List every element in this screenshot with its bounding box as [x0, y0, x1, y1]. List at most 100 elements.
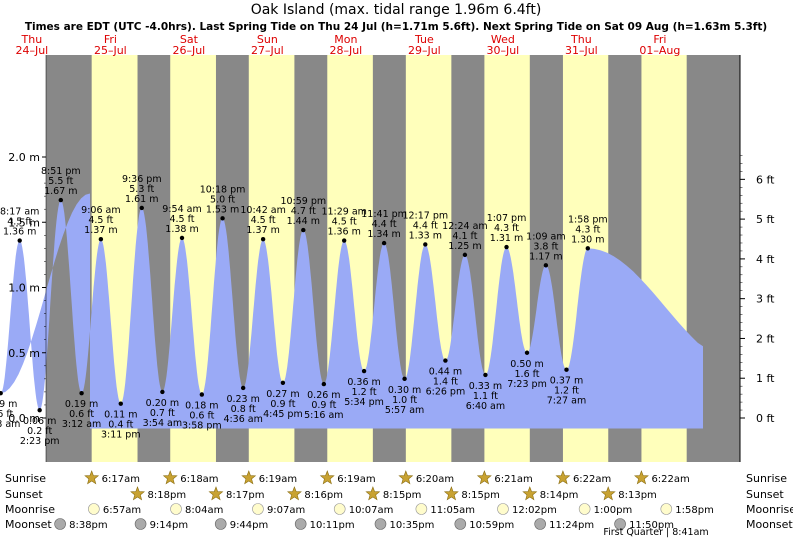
tide-ft-label: 4.3 ft — [575, 224, 600, 235]
sunset-time: 8:16pm — [304, 490, 343, 501]
tide-point — [524, 350, 530, 355]
tide-m-label: 1.53 m — [206, 204, 239, 215]
tide-ft-label: 5.5 ft — [48, 176, 73, 187]
tide-m-label: 1.36 m — [327, 227, 360, 238]
tide-time-label: 6:40 am — [466, 401, 505, 412]
moonset-icon — [54, 518, 66, 530]
tide-ft-label: 1.6 ft — [515, 369, 540, 380]
moonrise-time: 6:57am — [103, 505, 141, 516]
tide-m-label: 0.33 m — [469, 381, 502, 392]
tide-point — [240, 385, 246, 391]
sunrise-time: 6:20am — [416, 474, 454, 485]
sunrise-icon — [319, 470, 335, 485]
tide-time-label: 3:12 am — [62, 419, 101, 430]
tide-point — [301, 227, 306, 233]
day-date: 25–Jul — [94, 44, 127, 57]
tide-ft-label: 4.5 ft — [169, 214, 194, 225]
tide-labels: 0.19 m0.6 ft2:28 am8:17 am4.5 ft1.36 m0.… — [0, 166, 608, 447]
tide-point — [220, 216, 225, 221]
tide-ft-label: 0.7 ft — [150, 408, 175, 419]
tide-time-label: 2:28 am — [0, 419, 20, 430]
tide-point — [37, 407, 42, 413]
moonset-time: 11:50pm — [629, 520, 674, 531]
sunrise-icon — [476, 470, 492, 485]
tide-m-label: 1.61 m — [125, 194, 158, 205]
right-tick-label: 1 ft — [756, 372, 775, 385]
sunrise-icon — [633, 470, 649, 485]
day-date: 24–Jul — [15, 44, 48, 57]
sunset-icon — [443, 486, 459, 501]
day-date: 31–Jul — [565, 44, 598, 57]
left-tick-label: 2.0 m — [8, 151, 40, 164]
tide-m-label: 0.11 m — [104, 410, 137, 421]
sunset-time: 8:15pm — [461, 490, 500, 501]
tide-m-label: 1.33 m — [409, 230, 442, 241]
moonset-time: 10:59pm — [469, 520, 514, 531]
sunset-icon — [208, 486, 224, 501]
tide-ft-label: 1.2 ft — [554, 386, 579, 397]
tide-ft-label: 0.6 ft — [189, 411, 214, 422]
sunrise-time: 6:18am — [180, 474, 218, 485]
moonset-icon — [134, 518, 147, 530]
moonset-time: 10:35pm — [389, 520, 434, 531]
tide-time-label: 5:16 am — [304, 410, 343, 421]
tide-m-label: 0.20 m — [146, 398, 179, 409]
sunrise-time: 6:21am — [494, 474, 532, 485]
tide-point — [423, 242, 428, 247]
tide-ft-label: 4.4 ft — [413, 220, 438, 231]
tide-point — [543, 263, 549, 268]
tide-m-label: 1.36 m — [3, 227, 36, 238]
tide-ft-label: 4.7 ft — [291, 206, 316, 217]
tide-m-label: 1.31 m — [490, 233, 523, 244]
moonrise-icon — [252, 503, 264, 515]
tide-time-label: 9:54 am — [162, 204, 201, 215]
tide-ft-label: 5.3 ft — [129, 184, 154, 195]
tide-m-label: 1.37 m — [246, 225, 279, 236]
tide-point — [341, 238, 347, 243]
left-tick-label: 1.5 m — [8, 216, 40, 229]
sunset-time: 8:14pm — [540, 490, 579, 501]
tide-time-label: 1:58 pm — [568, 214, 608, 225]
tide-point — [58, 197, 64, 203]
moonset-time: 10:11pm — [310, 520, 355, 531]
tide-time-label: 2:23 pm — [20, 436, 60, 447]
day-name: Fri — [104, 33, 117, 46]
tide-ft-label: 0.8 ft — [231, 404, 256, 415]
right-tick-label: 6 ft — [756, 173, 775, 186]
sunrise-time: 6:19am — [259, 474, 297, 485]
tide-point — [160, 389, 165, 395]
row-label-right: Sunset — [746, 488, 784, 501]
moonset-icon — [294, 518, 307, 530]
tide-ft-label: 4.5 ft — [332, 217, 357, 228]
chart-title: Oak Island (max. tidal range 1.96m 6.4ft… — [251, 2, 542, 18]
tide-m-label: 1.44 m — [287, 216, 320, 227]
row-label-right: Sunrise — [746, 472, 787, 485]
tide-ft-label: 1.1 ft — [473, 391, 498, 402]
sunset-time: 8:13pm — [618, 490, 657, 501]
tide-time-label: 1:07 pm — [487, 213, 527, 224]
tide-m-label: 1.34 m — [367, 229, 400, 240]
tide-time-label: 5:34 pm — [344, 397, 384, 408]
day-name: Sun — [257, 33, 278, 46]
moonrise-time: 9:07am — [267, 505, 305, 516]
tide-point — [98, 237, 104, 242]
day-name: Wed — [491, 33, 515, 46]
day-date: 28–Jul — [329, 44, 362, 57]
moonset-icon — [534, 518, 546, 530]
tide-m-label: 0.50 m — [510, 359, 543, 370]
tide-point — [585, 246, 591, 251]
day-name: Mon — [334, 33, 357, 46]
right-tick-label: 2 ft — [756, 332, 775, 345]
tide-m-label: 0.23 m — [226, 394, 259, 405]
tide-ft-label: 5.0 ft — [210, 194, 235, 205]
tide-time-label: 11:41 pm — [361, 209, 407, 220]
day-name: Thu — [570, 33, 592, 46]
tide-time-label: 3:54 am — [143, 418, 182, 429]
tide-point — [564, 367, 569, 372]
tide-ft-label: 1.0 ft — [392, 395, 417, 406]
tide-time-label: 11:29 am — [321, 207, 366, 218]
tide-m-label: 1.30 m — [571, 234, 604, 245]
tide-ft-label: 4.5 ft — [88, 215, 113, 226]
tide-ft-label: 4.5 ft — [251, 215, 276, 226]
tide-time-label: 7:27 am — [547, 396, 586, 407]
